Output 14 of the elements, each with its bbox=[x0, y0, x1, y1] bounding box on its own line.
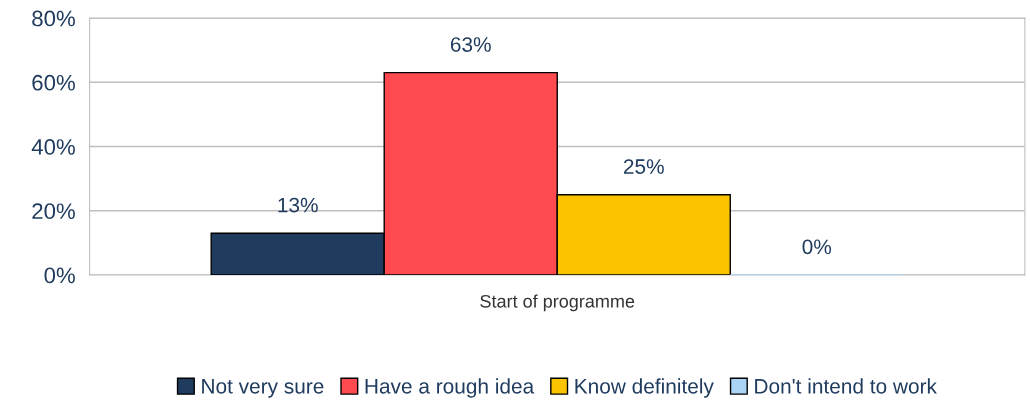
legend-label: Know definitely bbox=[575, 378, 714, 398]
legend-label: Have a rough idea bbox=[365, 378, 535, 398]
y-tick-label: 20% bbox=[32, 203, 75, 220]
data-label: 0% bbox=[802, 239, 832, 255]
legend-label: Not very sure bbox=[202, 379, 324, 398]
y-tick-label: 60% bbox=[32, 74, 75, 91]
data-label: 13% bbox=[278, 197, 318, 213]
x-tick-label: Start of programme bbox=[480, 294, 635, 312]
y-tick-label: 40% bbox=[31, 139, 75, 155]
legend-label: Don't intend to work bbox=[755, 378, 937, 394]
y-tick-label: 0% bbox=[44, 267, 75, 284]
data-label: 63% bbox=[450, 37, 491, 52]
data-label: 25% bbox=[623, 159, 664, 174]
y-tick-label: 80% bbox=[32, 10, 75, 27]
